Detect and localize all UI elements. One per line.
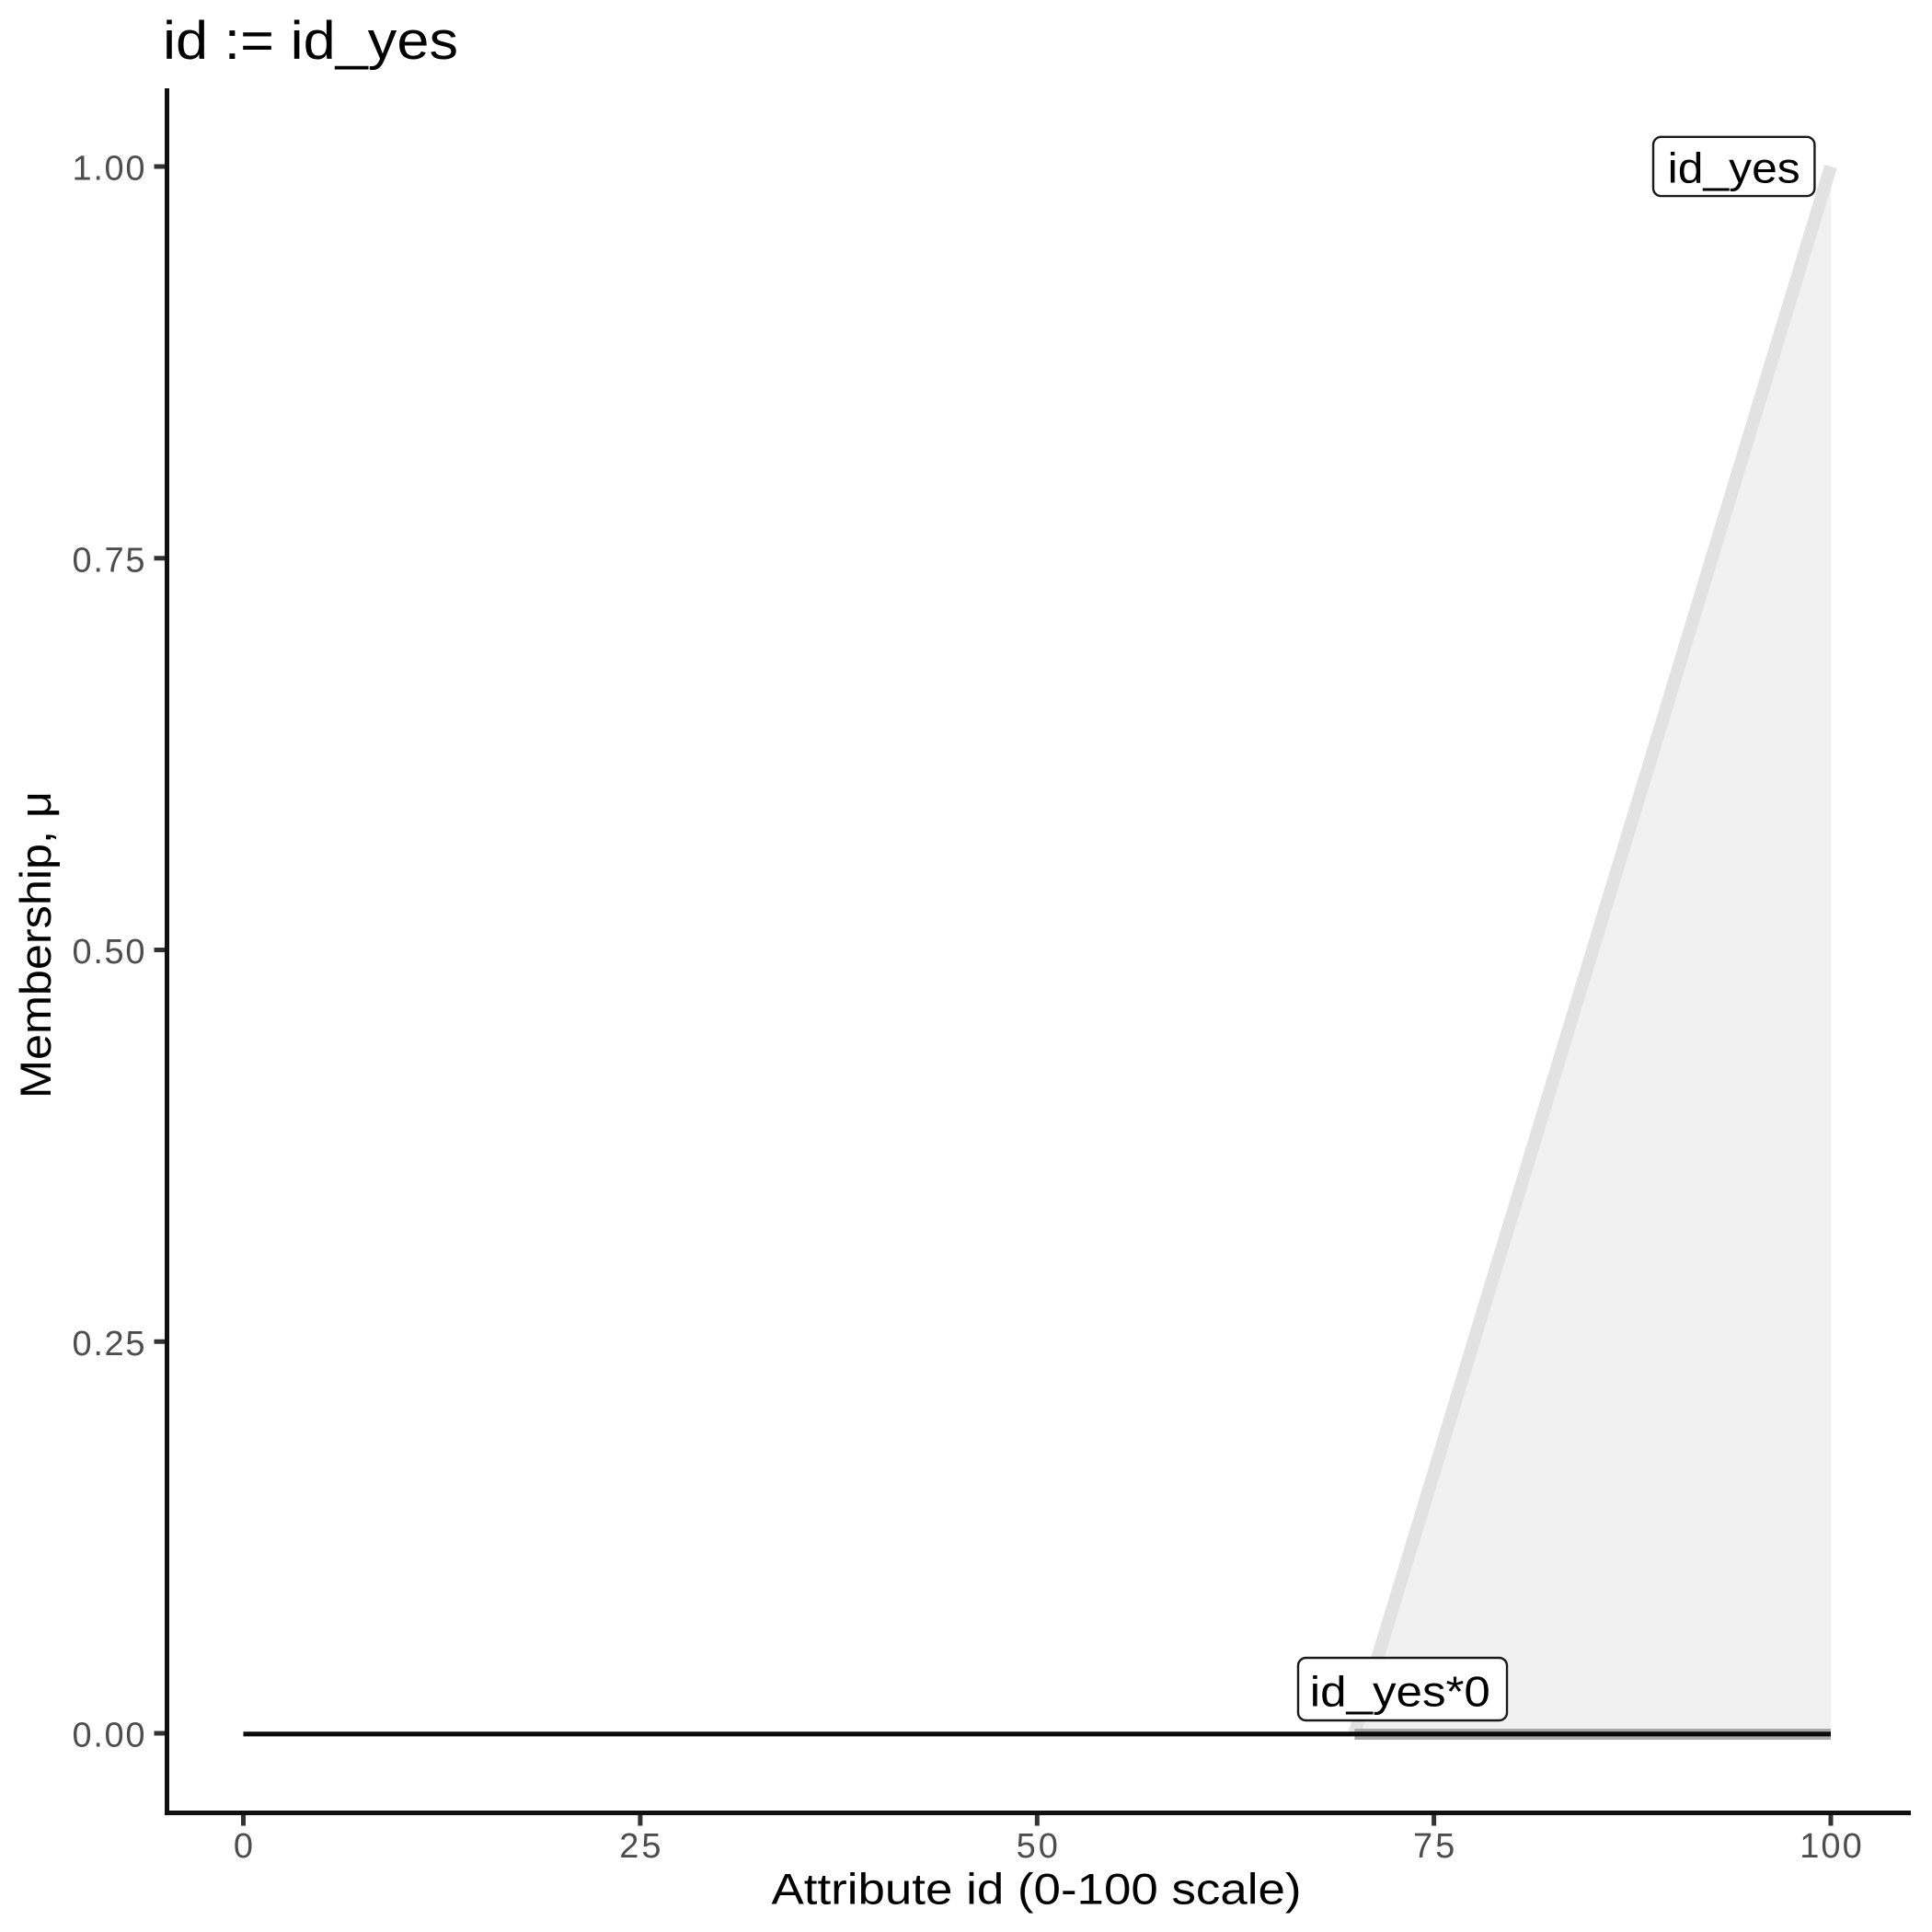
svg-text:0.75: 0.75 [73, 541, 145, 580]
svg-text:0.00: 0.00 [73, 1717, 145, 1755]
svg-text:100: 100 [1800, 1827, 1862, 1866]
svg-text:0.50: 0.50 [73, 933, 145, 972]
svg-text:1.00: 1.00 [73, 150, 145, 189]
svg-text:id := id_yes: id := id_yes [163, 11, 458, 71]
svg-text:id_yes: id_yes [1668, 144, 1800, 191]
svg-text:id_yes*0: id_yes*0 [1310, 1668, 1490, 1716]
svg-text:Membership, μ: Membership, μ [11, 791, 60, 1098]
svg-text:Attribute id (0-100 scale): Attribute id (0-100 scale) [772, 1864, 1302, 1913]
svg-text:0.25: 0.25 [73, 1325, 145, 1363]
svg-text:0: 0 [234, 1827, 253, 1866]
